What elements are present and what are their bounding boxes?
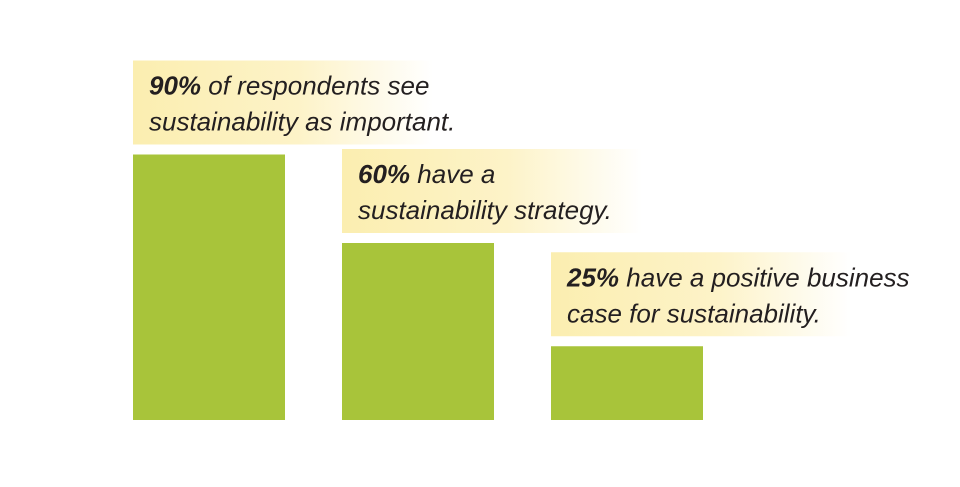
callout-text-2: 60% have a sustainability strategy.: [358, 159, 612, 225]
callout-bg-2: [342, 149, 642, 233]
callout-bg-3: [551, 252, 851, 337]
bar-important: [133, 154, 285, 420]
callout-line1-3: have a positive business: [619, 262, 910, 292]
bar-strategy: [342, 243, 494, 420]
callout-text-1: 90% of respondents see sustainability as…: [149, 71, 455, 137]
bar-business-case: [551, 346, 703, 420]
callout-line2-2: sustainability strategy.: [358, 195, 612, 225]
percent-label-3: 25%: [566, 262, 619, 292]
callout-bg-1: [133, 60, 433, 145]
callout-line2-1: sustainability as important.: [149, 107, 455, 137]
callout-text-3: 25% have a positive business case for su…: [566, 262, 917, 328]
callout-line1-2: have a: [410, 159, 495, 189]
callout-line1-1: of respondents see: [201, 71, 429, 101]
callout-line2-3: case for sustainability.: [567, 298, 821, 328]
percent-label-1: 90%: [149, 71, 201, 101]
percent-label-2: 60%: [358, 159, 410, 189]
